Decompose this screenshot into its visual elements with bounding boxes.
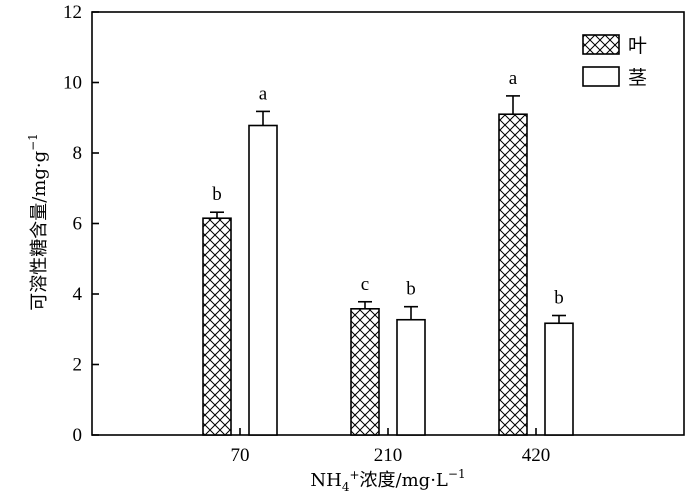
y-axis: 0 2 4 6 8 10 12 — [63, 2, 99, 446]
significance-letters: b c a a b b — [212, 68, 564, 309]
significance-letter: b — [406, 279, 416, 300]
bars — [202, 95, 574, 436]
bar — [248, 124, 278, 436]
significance-letter: a — [509, 68, 518, 89]
bar — [202, 217, 232, 436]
significance-letter: b — [554, 288, 564, 309]
y-tick-label: 2 — [73, 355, 83, 376]
y-tick-label: 8 — [73, 143, 83, 164]
y-axis-title: 可溶性糖含量/mg·g−1 — [26, 133, 50, 311]
y-tick-label: 10 — [63, 73, 82, 94]
significance-letter: b — [212, 184, 222, 205]
x-tick-label: 70 — [231, 445, 250, 466]
bar — [350, 308, 380, 436]
bar — [396, 318, 426, 436]
x-tick-label: 210 — [374, 445, 403, 466]
significance-letter: c — [361, 274, 369, 295]
y-tick-label: 6 — [73, 214, 83, 235]
bar — [498, 113, 528, 436]
x-tick-label: 420 — [522, 445, 551, 466]
y-tick-label: 12 — [63, 2, 82, 23]
significance-letter: a — [259, 83, 268, 104]
bar — [544, 322, 574, 436]
legend-label-leaf: 叶 — [628, 35, 647, 57]
legend-swatch-leaf — [582, 34, 620, 55]
legend-label-stem: 茎 — [628, 67, 647, 89]
y-tick-label: 0 — [73, 425, 83, 446]
x-axis: 70 210 420 — [231, 428, 551, 466]
legend: 叶 茎 — [582, 34, 647, 89]
x-axis-title: NH4+浓度/mg·L−1 — [310, 467, 465, 494]
y-tick-label: 4 — [73, 284, 83, 305]
legend-swatch-stem — [582, 66, 620, 87]
